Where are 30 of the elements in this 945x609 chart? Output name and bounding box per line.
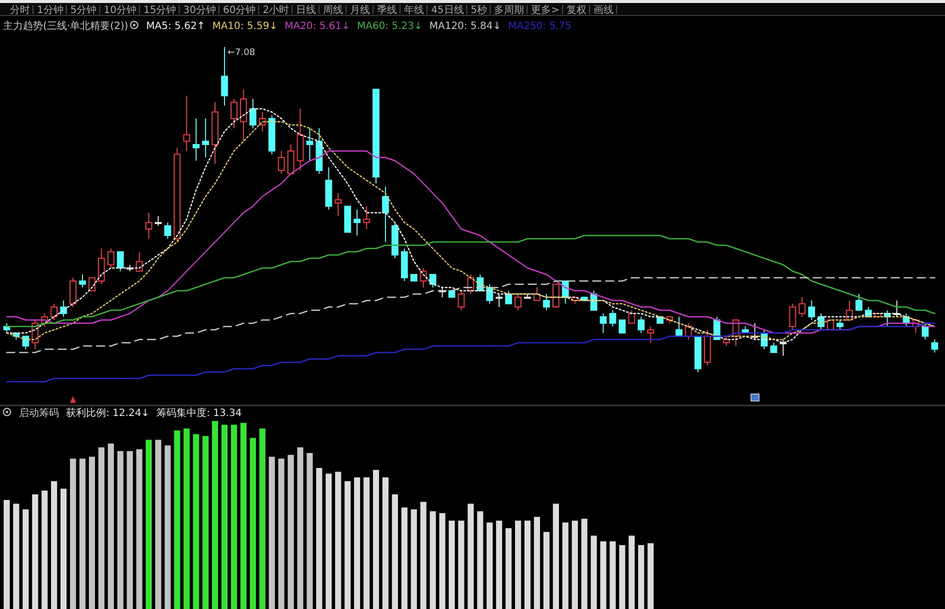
text: 季线 xyxy=(377,4,398,16)
text: 获利比例: 12.24↓ xyxy=(66,407,150,419)
text: 年线 xyxy=(404,4,424,16)
text: 5秒 xyxy=(470,4,488,16)
text: 日线 xyxy=(296,4,316,16)
chart-title: 主力趋势(三线·单北精要(2)) xyxy=(3,20,128,32)
text: 60分钟 xyxy=(222,4,256,16)
text: 更多> xyxy=(531,4,560,16)
text: MA120: 5.84↓ xyxy=(429,21,502,32)
text: 2小时 xyxy=(262,4,290,16)
text: 10分钟 xyxy=(104,4,136,16)
text: 45日线 xyxy=(431,4,464,16)
text: MA10: 5.59↓ xyxy=(212,21,278,32)
text: MA5: 5.62↑ xyxy=(146,21,206,32)
text: MA250: 5.75 xyxy=(508,21,572,32)
text: 多周期 xyxy=(494,4,524,16)
text: 15分钟 xyxy=(143,4,176,16)
text: MA20: 5.61↓ xyxy=(284,21,350,32)
text: 画线 xyxy=(594,4,614,16)
text: 分时 xyxy=(10,4,30,16)
text: 复权 xyxy=(566,4,587,16)
annotation: ←7.08 xyxy=(228,48,256,58)
chart-title: 启动筹码 xyxy=(19,407,59,419)
text: 5分钟 xyxy=(70,4,97,16)
text: 1分钟 xyxy=(37,4,64,16)
text: MA60: 5.23↓ xyxy=(356,21,422,32)
text: 30分钟 xyxy=(183,4,216,16)
text: 周线 xyxy=(323,4,344,16)
text: 月线 xyxy=(350,4,370,16)
text: 筹码集中度: 13.34 xyxy=(156,407,242,419)
